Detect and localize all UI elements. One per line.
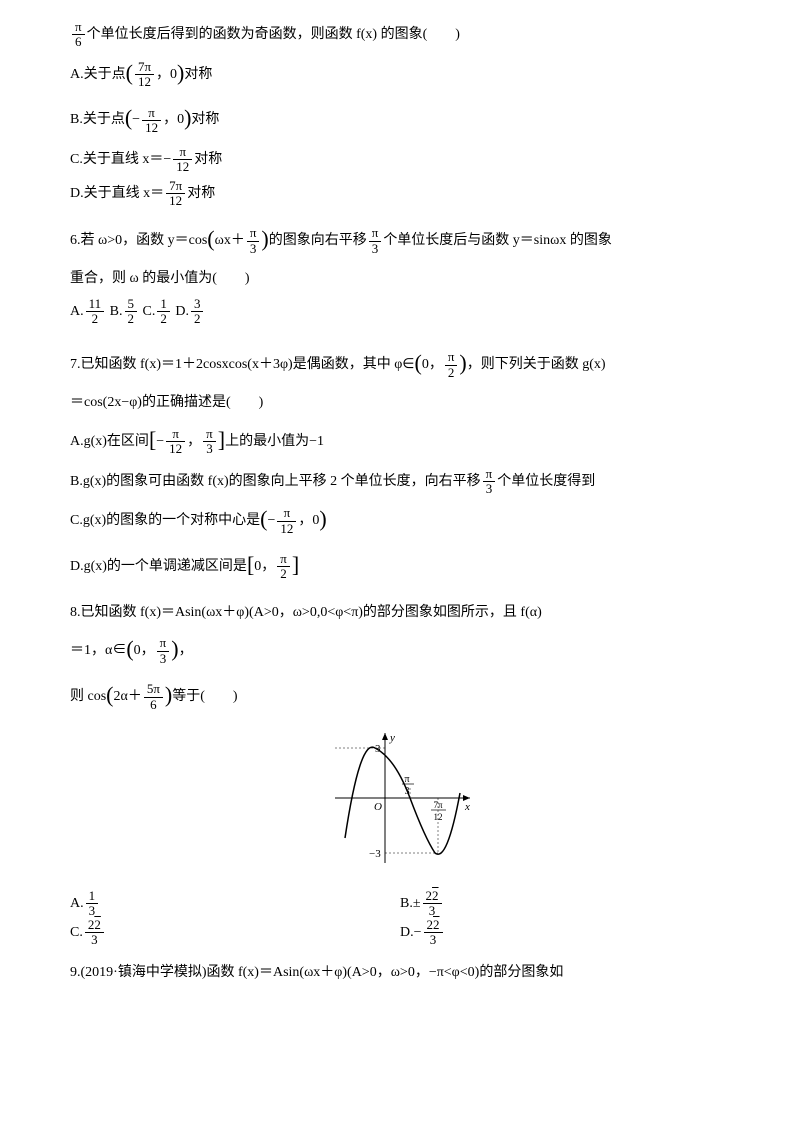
y-bot-label: −3	[369, 848, 381, 860]
q8-opts-row2: C.223 D.−223	[70, 918, 730, 948]
q5-shift-frac: π6个单位长度后得到的函数为奇函数，则函数 f(x) 的图象( )	[70, 20, 730, 50]
q8-opts-row1: A.13 B.±223	[70, 889, 730, 919]
q7-opt-d: D.g(x)的一个单调递减区间是[0，π2]	[70, 546, 730, 588]
q6-stem: 6.若 ω>0，函数 y＝cos(ωx＋π3)的图象向右平移π3个单位长度后与函…	[70, 220, 730, 262]
q5-opt-d: D.关于直线 x＝7π12对称	[70, 179, 730, 209]
q7-opt-a: A.g(x)在区间[−π12，π3]上的最小值为−1	[70, 421, 730, 463]
svg-text:12: 12	[434, 812, 443, 822]
q8-stem2: ＝1，α∈(0，π3)，	[70, 630, 730, 672]
q9-stem: 9.(2019·镇海中学模拟)函数 f(x)＝Asin(ωx＋φ)(A>0，ω>…	[70, 960, 730, 987]
q6-options: A.112 B.52 C.12 D.32	[70, 297, 730, 327]
q7-stem2: ＝cos(2x−φ)的正确描述是( )	[70, 390, 730, 417]
q7-opt-c: C.g(x)的图象的一个对称中心是(−π12，0)	[70, 500, 730, 542]
q5-opt-b: B.关于点(−π12，0)对称	[70, 99, 730, 141]
q8-stem: 8.已知函数 f(x)＝Asin(ωx＋φ)(A>0，ω>0,0<φ<π)的部分…	[70, 600, 730, 627]
svg-text:3: 3	[405, 786, 410, 797]
q8-stem3: 则 cos(2α＋5π6)等于( )	[70, 676, 730, 718]
q5-opt-a: A.关于点(7π12，0)对称	[70, 54, 730, 96]
q5-opt-c: C.关于直线 x＝−π12对称	[70, 145, 730, 175]
axis-x-label: x	[464, 801, 470, 813]
q7-opt-b: B.g(x)的图象可由函数 f(x)的图象向上平移 2 个单位长度，向右平移π3…	[70, 467, 730, 497]
q6-stem2: 重合，则 ω 的最小值为( )	[70, 266, 730, 293]
y-top-label: 3	[375, 743, 381, 755]
svg-text:7π: 7π	[433, 800, 443, 810]
origin-label: O	[374, 801, 382, 813]
q8-figure: y x O 3 −3 π 3 7π 12	[70, 728, 730, 879]
q7-stem: 7.已知函数 f(x)＝1＋2cosxcos(x＋3φ)是偶函数，其中 φ∈(0…	[70, 344, 730, 386]
svg-text:π: π	[404, 774, 409, 785]
axis-y-label: y	[389, 732, 395, 744]
